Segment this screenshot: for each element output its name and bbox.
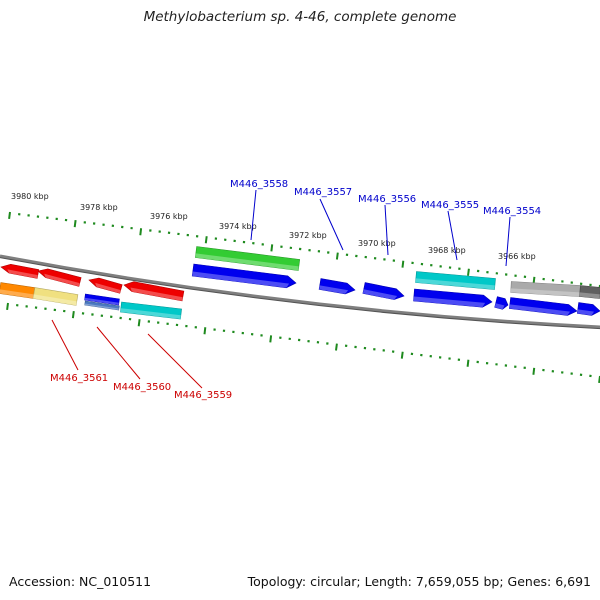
major-tick bbox=[335, 343, 338, 351]
major-tick bbox=[400, 351, 404, 359]
reverse-gene-label-group: M446_3561 M446_3560 M446_3559 bbox=[50, 373, 232, 401]
gene-highlight bbox=[579, 292, 600, 299]
gene-highlight bbox=[84, 297, 119, 305]
backbone-line bbox=[0, 254, 600, 329]
leader-line bbox=[51, 319, 79, 371]
gene-feature bbox=[510, 281, 581, 297]
kbp-label: 3974 kbp bbox=[219, 222, 257, 231]
major-tick bbox=[137, 319, 141, 327]
gene-feature bbox=[415, 271, 496, 290]
gene-highlight bbox=[192, 271, 290, 288]
backbone-group bbox=[0, 254, 600, 330]
gene-highlight bbox=[509, 304, 571, 316]
major-tick bbox=[139, 228, 143, 236]
gene-highlight bbox=[130, 287, 183, 301]
kbp-label: 3980 kbp bbox=[11, 192, 49, 201]
outer-tick-track bbox=[8, 211, 600, 293]
gene-highlight bbox=[413, 296, 486, 308]
major-tick bbox=[204, 236, 208, 244]
gene-feature bbox=[120, 301, 182, 320]
gene-label[interactable]: M446_3556 bbox=[358, 194, 416, 205]
genome-summary-text: Topology: circular; Length: 7,659,055 bp… bbox=[247, 574, 591, 589]
major-tick bbox=[532, 367, 536, 375]
forward-gene-label-group: M446_3558 M446_3557 M446_3556 M446_3555 … bbox=[230, 179, 541, 217]
leader-line bbox=[147, 333, 203, 389]
major-tick bbox=[270, 244, 274, 252]
gene-feature bbox=[84, 293, 120, 306]
gene-feature bbox=[576, 302, 600, 316]
gene-feature bbox=[318, 278, 356, 295]
map-title: Methylobacterium sp. 4-46, complete geno… bbox=[143, 9, 457, 25]
gene-feature bbox=[508, 297, 578, 316]
major-tick bbox=[8, 211, 11, 220]
kbp-label: 3966 kbp bbox=[498, 252, 536, 261]
gene-feature bbox=[84, 300, 120, 311]
gene-label[interactable]: M446_3554 bbox=[483, 206, 541, 217]
gene-feature bbox=[0, 263, 40, 279]
major-tick bbox=[71, 310, 75, 319]
kbp-label: 3972 kbp bbox=[289, 231, 327, 240]
gene-highlight bbox=[319, 285, 349, 294]
gene-highlight bbox=[7, 269, 38, 279]
gene-label[interactable]: M446_3557 bbox=[294, 187, 352, 198]
gene-highlight bbox=[95, 282, 121, 294]
major-tick bbox=[203, 327, 207, 335]
gene-feature bbox=[579, 285, 600, 299]
kbp-label: 3976 kbp bbox=[150, 212, 188, 221]
gene-highlight bbox=[84, 303, 119, 310]
kbp-label: 3970 kbp bbox=[358, 239, 396, 248]
inner-tick-track bbox=[6, 302, 600, 384]
gene-feature bbox=[191, 263, 297, 289]
gene-highlight bbox=[44, 273, 80, 287]
gene-feature bbox=[37, 268, 82, 287]
leader-line bbox=[250, 189, 257, 241]
gene-feature bbox=[32, 287, 79, 306]
gene-highlight bbox=[415, 278, 495, 290]
gene-highlight bbox=[494, 303, 505, 310]
major-tick bbox=[6, 302, 9, 311]
gene-label[interactable]: M446_3561 bbox=[50, 373, 108, 384]
major-tick bbox=[467, 268, 470, 276]
gene-label[interactable]: M446_3559 bbox=[174, 390, 232, 401]
major-tick bbox=[466, 359, 470, 367]
gene-label[interactable]: M446_3558 bbox=[230, 179, 288, 190]
major-tick bbox=[401, 260, 405, 268]
leader-line bbox=[505, 216, 511, 267]
gene-feature bbox=[123, 281, 185, 302]
gene-feature bbox=[88, 277, 123, 294]
leader-line bbox=[96, 326, 141, 380]
gene-feature bbox=[362, 282, 405, 300]
gene-feature bbox=[0, 282, 36, 299]
gene-highlight bbox=[577, 309, 594, 316]
leader-line bbox=[319, 198, 344, 251]
backbone-shadow bbox=[0, 257, 600, 330]
major-tick bbox=[73, 219, 77, 228]
accession-text: Accession: NC_010511 bbox=[9, 574, 152, 589]
gene-highlight bbox=[510, 288, 580, 297]
gene-highlight bbox=[33, 294, 77, 306]
gene-track bbox=[0, 246, 600, 320]
gene-label[interactable]: M446_3555 bbox=[421, 200, 479, 211]
gene-highlight bbox=[0, 289, 34, 299]
gene-feature bbox=[413, 288, 493, 308]
gene-label[interactable]: M446_3560 bbox=[113, 382, 171, 393]
kbp-label-group: 3980 kbp 3978 kbp 3976 kbp 3974 kbp 3972… bbox=[11, 192, 536, 261]
major-tick bbox=[335, 252, 339, 260]
major-tick bbox=[269, 335, 273, 343]
leader-line bbox=[447, 210, 458, 261]
kbp-label: 3968 kbp bbox=[428, 246, 466, 255]
leader-line-group bbox=[51, 189, 511, 389]
gene-feature bbox=[194, 246, 301, 271]
leader-line bbox=[384, 204, 389, 256]
gene-highlight bbox=[120, 308, 181, 319]
kbp-label: 3978 kbp bbox=[80, 203, 118, 212]
gene-feature bbox=[494, 296, 509, 310]
gene-highlight bbox=[362, 289, 398, 300]
gene-highlight bbox=[195, 253, 299, 271]
